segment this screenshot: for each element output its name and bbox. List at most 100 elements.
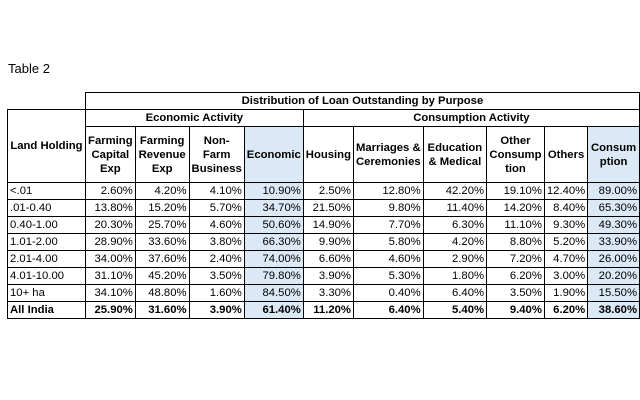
row-header-land-holding: Land Holding bbox=[7, 109, 86, 183]
row-label: <.01 bbox=[7, 182, 86, 200]
table-cell: 7.20% bbox=[486, 250, 545, 268]
table-cell: 12.40% bbox=[543, 182, 589, 200]
table-cell: 4.60% bbox=[188, 216, 245, 234]
table-cell: 38.60% bbox=[587, 301, 640, 319]
table-cell: 12.80% bbox=[352, 182, 424, 200]
table-cell: 7.70% bbox=[352, 216, 424, 234]
table-row: .01-0.40 13.80% 15.20% 5.70% 34.70% 21.50% 9.8… bbox=[7, 199, 640, 217]
col-header: Housing bbox=[302, 126, 354, 183]
table-cell: 4.20% bbox=[134, 182, 190, 200]
group-header-economic: Economic Activity bbox=[84, 109, 304, 127]
table-cell: 3.50% bbox=[486, 284, 545, 302]
table-cell: 74.00% bbox=[243, 250, 304, 268]
table-cell: 0.40% bbox=[352, 284, 424, 302]
table-cell: 61.40% bbox=[243, 301, 304, 319]
table-cell: 45.20% bbox=[134, 267, 190, 285]
table-cell: 2.60% bbox=[84, 182, 136, 200]
table-cell: 9.90% bbox=[302, 233, 354, 251]
table-cell: 15.20% bbox=[134, 199, 190, 217]
col-header: Others bbox=[543, 126, 589, 183]
table-cell: 31.10% bbox=[84, 267, 136, 285]
table-row: 1.01-2.00 28.90% 33.60% 3.80% 66.30% 9.90% 5.8… bbox=[7, 233, 640, 251]
table-cell: 6.20% bbox=[543, 301, 589, 319]
col-header: Farming Capital Exp bbox=[84, 126, 136, 183]
table-cell: 9.40% bbox=[486, 301, 545, 319]
table-cell: 5.20% bbox=[543, 233, 589, 251]
table-cell: 1.90% bbox=[543, 284, 589, 302]
row-label: 1.01-2.00 bbox=[7, 233, 86, 251]
table-cell: 66.30% bbox=[243, 233, 304, 251]
row-label: 10+ ha bbox=[7, 284, 86, 302]
table-cell: 14.90% bbox=[302, 216, 354, 234]
table-cell: 33.90% bbox=[587, 233, 640, 251]
table-cell: 14.20% bbox=[486, 199, 545, 217]
table-cell: 25.90% bbox=[84, 301, 136, 319]
table-cell: 11.10% bbox=[486, 216, 545, 234]
table-cell: 8.40% bbox=[543, 199, 589, 217]
table-cell: 26.00% bbox=[587, 250, 640, 268]
row-label: 4.01-10.00 bbox=[7, 267, 86, 285]
table-caption: Table 2 bbox=[8, 61, 50, 76]
table-cell: 2.40% bbox=[188, 250, 245, 268]
table-cell: 3.80% bbox=[188, 233, 245, 251]
table-cell: 50.60% bbox=[243, 216, 304, 234]
table-cell: 37.60% bbox=[134, 250, 190, 268]
col-header: Economic bbox=[243, 126, 304, 183]
table-cell: 25.70% bbox=[134, 216, 190, 234]
table-cell: 2.50% bbox=[302, 182, 354, 200]
table-cell: 4.60% bbox=[352, 250, 424, 268]
table-cell: 3.30% bbox=[302, 284, 354, 302]
table-cell: 34.10% bbox=[84, 284, 136, 302]
table-cell: 19.10% bbox=[486, 182, 545, 200]
table-cell: 79.80% bbox=[243, 267, 304, 285]
table-cell: 6.20% bbox=[486, 267, 545, 285]
group-header-consumption: Consumption Activity bbox=[302, 109, 640, 127]
col-header: Farming Revenue Exp bbox=[134, 126, 190, 183]
table-cell: 4.10% bbox=[188, 182, 245, 200]
table-cell: 10.90% bbox=[243, 182, 304, 200]
table-cell: 33.60% bbox=[134, 233, 190, 251]
table-cell: 84.50% bbox=[243, 284, 304, 302]
table-cell: 5.30% bbox=[352, 267, 424, 285]
table-row: All India 25.90% 31.60% 3.90% 61.40% 11.20% 6.… bbox=[7, 301, 640, 319]
table-cell: 20.30% bbox=[84, 216, 136, 234]
table-cell: 8.80% bbox=[486, 233, 545, 251]
table-cell: 2.90% bbox=[422, 250, 488, 268]
table-cell: 6.40% bbox=[352, 301, 424, 319]
table-cell: 5.40% bbox=[422, 301, 488, 319]
main-header: Distribution of Loan Outstanding by Purp… bbox=[84, 92, 640, 110]
table-row: 4.01-10.00 31.10% 45.20% 3.50% 79.80% 3.90% 5.… bbox=[7, 267, 640, 285]
row-label: .01-0.40 bbox=[7, 199, 86, 217]
table-cell: 9.30% bbox=[543, 216, 589, 234]
table-row: 2.01-4.00 34.00% 37.60% 2.40% 74.00% 6.60% 4.6… bbox=[7, 250, 640, 268]
table-cell: 3.90% bbox=[188, 301, 245, 319]
table-cell: 1.80% bbox=[422, 267, 488, 285]
table-cell: 15.50% bbox=[587, 284, 640, 302]
table-cell: 3.90% bbox=[302, 267, 354, 285]
table-cell: 34.00% bbox=[84, 250, 136, 268]
table-cell: 11.40% bbox=[422, 199, 488, 217]
col-header: Other Consump tion bbox=[486, 126, 545, 183]
col-header: Education & Medical bbox=[422, 126, 488, 183]
table-cell: 5.70% bbox=[188, 199, 245, 217]
table-row: 10+ ha 34.10% 48.80% 1.60% 84.50% 3.30% 0.40% 6… bbox=[7, 284, 640, 302]
table-cell: 5.80% bbox=[352, 233, 424, 251]
table-cell: 20.20% bbox=[587, 267, 640, 285]
table-cell: 13.80% bbox=[84, 199, 136, 217]
row-label: 2.01-4.00 bbox=[7, 250, 86, 268]
table-row: 0.40-1.00 20.30% 25.70% 4.60% 50.60% 14.90% 7.… bbox=[7, 216, 640, 234]
row-label: All India bbox=[7, 301, 86, 319]
table-cell: 34.70% bbox=[243, 199, 304, 217]
table-cell: 3.50% bbox=[188, 267, 245, 285]
table-cell: 11.20% bbox=[302, 301, 354, 319]
loan-distribution-table: Distribution of Loan Outstanding by Purp… bbox=[7, 92, 640, 319]
table-cell: 3.00% bbox=[543, 267, 589, 285]
table-cell: 4.20% bbox=[422, 233, 488, 251]
table-cell: 49.30% bbox=[587, 216, 640, 234]
col-header: Non- Farm Business bbox=[188, 126, 245, 183]
col-header: Consum ption bbox=[587, 126, 640, 183]
table-cell: 4.70% bbox=[543, 250, 589, 268]
table-row: <.01 2.60% 4.20% 4.10% 10.90% 2.50% 12.80% 42.2… bbox=[7, 182, 640, 200]
table-cell: 31.60% bbox=[134, 301, 190, 319]
table-cell: 65.30% bbox=[587, 199, 640, 217]
